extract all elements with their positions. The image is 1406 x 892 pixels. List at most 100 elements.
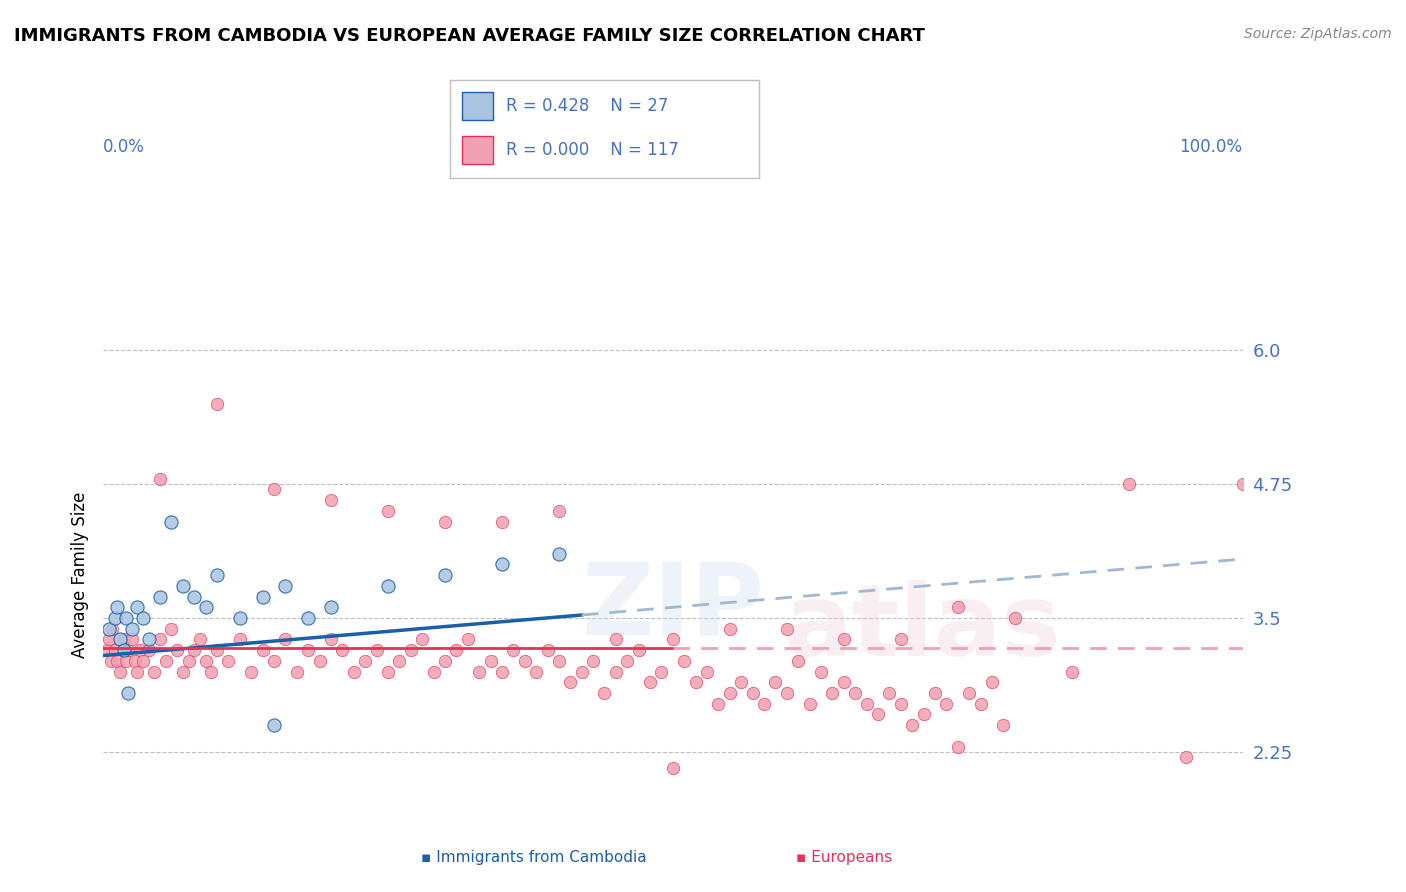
- Point: [730, 675, 752, 690]
- Point: [696, 665, 718, 679]
- Point: [319, 632, 342, 647]
- Point: [1060, 665, 1083, 679]
- Point: [188, 632, 211, 647]
- Point: [571, 665, 593, 679]
- Point: [468, 665, 491, 679]
- Point: [776, 622, 799, 636]
- Point: [650, 665, 672, 679]
- Text: ZIP: ZIP: [582, 558, 765, 656]
- Point: [935, 697, 957, 711]
- Point: [166, 643, 188, 657]
- Point: [627, 643, 650, 657]
- Point: [411, 632, 433, 647]
- Point: [200, 665, 222, 679]
- Point: [263, 654, 285, 668]
- Point: [776, 686, 799, 700]
- Point: [101, 622, 124, 636]
- Point: [433, 654, 456, 668]
- Point: [1004, 611, 1026, 625]
- Point: [765, 675, 787, 690]
- Point: [422, 665, 444, 679]
- Point: [957, 686, 980, 700]
- Point: [229, 611, 252, 625]
- Point: [855, 697, 877, 711]
- Text: R = 0.000    N = 117: R = 0.000 N = 117: [506, 141, 679, 159]
- Point: [1118, 477, 1140, 491]
- Point: [105, 654, 128, 668]
- Point: [149, 590, 172, 604]
- Point: [616, 654, 638, 668]
- Point: [912, 707, 935, 722]
- Point: [718, 622, 741, 636]
- Y-axis label: Average Family Size: Average Family Size: [72, 491, 89, 658]
- Point: [560, 675, 582, 690]
- Point: [143, 665, 166, 679]
- Point: [297, 643, 319, 657]
- Point: [752, 697, 775, 711]
- Point: [741, 686, 763, 700]
- Point: [149, 632, 172, 647]
- Point: [433, 568, 456, 582]
- Point: [924, 686, 946, 700]
- Text: atlas: atlas: [785, 580, 1062, 677]
- Point: [844, 686, 866, 700]
- Point: [110, 665, 132, 679]
- Point: [183, 590, 205, 604]
- Point: [332, 643, 354, 657]
- Point: [524, 665, 547, 679]
- Text: ▪ Europeans: ▪ Europeans: [796, 850, 891, 865]
- Point: [138, 643, 160, 657]
- Point: [172, 579, 194, 593]
- Point: [354, 654, 377, 668]
- Point: [103, 611, 125, 625]
- Point: [810, 665, 832, 679]
- Point: [183, 643, 205, 657]
- Text: Source: ZipAtlas.com: Source: ZipAtlas.com: [1244, 27, 1392, 41]
- Point: [1174, 750, 1197, 764]
- Point: [479, 654, 502, 668]
- Text: ▪ Immigrants from Cambodia: ▪ Immigrants from Cambodia: [422, 850, 647, 865]
- Point: [866, 707, 889, 722]
- Point: [229, 632, 252, 647]
- Point: [433, 515, 456, 529]
- Point: [103, 643, 125, 657]
- Point: [112, 643, 135, 657]
- Point: [194, 600, 217, 615]
- Point: [832, 632, 855, 647]
- Point: [252, 590, 274, 604]
- Point: [263, 718, 285, 732]
- Point: [446, 643, 468, 657]
- Point: [377, 579, 399, 593]
- Point: [718, 686, 741, 700]
- Point: [297, 611, 319, 625]
- Point: [205, 396, 228, 410]
- Point: [946, 739, 969, 754]
- Point: [491, 665, 513, 679]
- Point: [172, 665, 194, 679]
- Point: [112, 632, 135, 647]
- Point: [132, 654, 155, 668]
- Point: [155, 654, 177, 668]
- Point: [685, 675, 707, 690]
- Point: [177, 654, 200, 668]
- Point: [160, 622, 183, 636]
- Point: [707, 697, 730, 711]
- Point: [115, 654, 138, 668]
- Point: [252, 643, 274, 657]
- Point: [787, 654, 810, 668]
- Point: [1232, 477, 1254, 491]
- Point: [97, 622, 120, 636]
- Point: [605, 632, 627, 647]
- Point: [513, 654, 536, 668]
- Point: [377, 504, 399, 518]
- Point: [399, 643, 422, 657]
- Point: [946, 600, 969, 615]
- Point: [205, 643, 228, 657]
- Point: [890, 632, 912, 647]
- Point: [799, 697, 821, 711]
- Point: [127, 665, 149, 679]
- Point: [274, 579, 297, 593]
- Point: [548, 504, 571, 518]
- Point: [110, 632, 132, 647]
- Point: [638, 675, 661, 690]
